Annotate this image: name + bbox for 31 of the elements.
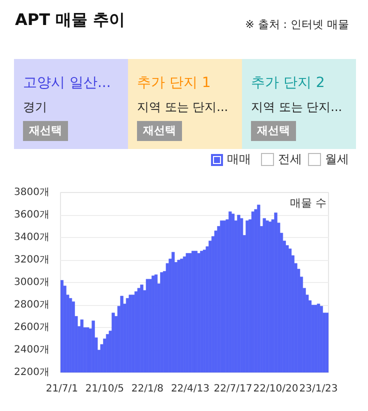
- legend-label: 매매: [227, 152, 251, 166]
- text: 재선택: [251, 121, 296, 141]
- text: 전세: [278, 152, 302, 166]
- y-tick-label: 2200개: [14, 367, 50, 378]
- x-tick-label: 22/10/20: [253, 384, 298, 394]
- text: 추가 단지 1: [137, 74, 211, 93]
- y-tick-label: 2800개: [14, 300, 50, 310]
- text: 지역 또는 단지...: [251, 99, 342, 116]
- y-tick-label: 3800개: [14, 187, 50, 198]
- text: 경기: [23, 99, 47, 116]
- text: 고양시 일산...: [23, 74, 111, 93]
- x-tick-label: 22/4/13: [170, 384, 210, 394]
- y-axis-title: 매물 수: [290, 196, 327, 210]
- text: 재선택: [137, 121, 182, 141]
- y-tick-label: 3000개: [14, 277, 50, 288]
- chart-title: APT 매물 추이: [15, 9, 126, 31]
- x-tick-label: 22/7/17: [214, 384, 252, 394]
- y-tick-label: 2600개: [14, 322, 50, 333]
- y-tick-label: 3400개: [14, 232, 50, 243]
- y-tick-label: 3600개: [14, 210, 50, 220]
- x-tick-label: 22/1/8: [131, 384, 164, 394]
- y-tick-label: 2400개: [14, 344, 50, 356]
- text: 지역 또는 단지...: [137, 99, 228, 116]
- x-tick-label: 21/7/1: [46, 384, 78, 394]
- x-tick-label: 23/1/23: [299, 384, 338, 394]
- y-tick-label: 3200개: [14, 254, 50, 266]
- text: 재선택: [23, 121, 68, 141]
- text: 추가 단지 2: [251, 74, 325, 93]
- x-tick-label: 21/10/5: [85, 384, 124, 394]
- text: 월세: [325, 152, 349, 166]
- text: ※ 출처 : 인터넷 매물: [245, 17, 349, 33]
